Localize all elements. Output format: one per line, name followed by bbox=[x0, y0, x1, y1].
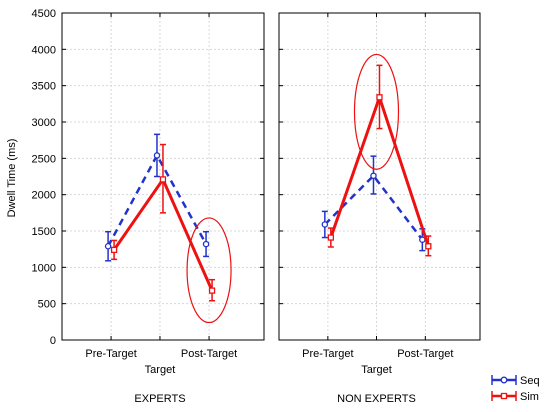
series-seq bbox=[104, 133, 210, 262]
y-tick-label: 4500 bbox=[32, 8, 56, 20]
data-point-marker bbox=[104, 243, 112, 250]
series-sim bbox=[110, 143, 216, 302]
series-line-seq bbox=[106, 152, 208, 247]
highlight-ellipse bbox=[186, 217, 232, 324]
legend-label: Seq bbox=[520, 375, 540, 387]
x-tick-label-post-target: Post-Target bbox=[397, 348, 453, 360]
data-point-marker bbox=[327, 234, 334, 241]
panel-frame bbox=[61, 12, 265, 341]
data-point-marker bbox=[370, 172, 377, 180]
legend-marker bbox=[500, 392, 508, 400]
panel-frame bbox=[278, 12, 481, 341]
legend-marker bbox=[500, 376, 508, 384]
data-point-marker bbox=[208, 287, 216, 294]
x-tick-label-post-target: Post-Target bbox=[181, 348, 237, 360]
x-axis-label: Target bbox=[361, 364, 392, 376]
highlight-ellipse bbox=[353, 53, 400, 170]
y-tick-label: 3500 bbox=[32, 81, 56, 93]
panel-experts: Pre-Target Post-Target Target EXPERTS bbox=[61, 12, 265, 405]
y-tick-label: 0 bbox=[50, 335, 56, 347]
legend-item-sim: Sim bbox=[491, 391, 539, 403]
y-tick-label: 2500 bbox=[32, 153, 56, 165]
data-point-marker bbox=[159, 176, 167, 183]
legend-label: Sim bbox=[520, 391, 539, 403]
legend: Seq Sim bbox=[491, 375, 540, 403]
y-tick-label: 1000 bbox=[32, 262, 56, 274]
y-axis-label: Dwell Time (ms) bbox=[6, 139, 18, 218]
x-tick-label-pre-target: Pre-Target bbox=[85, 348, 136, 360]
y-tick-label: 3000 bbox=[32, 117, 56, 129]
group-label: EXPERTS bbox=[134, 393, 185, 405]
data-point-marker bbox=[376, 94, 383, 101]
series-seq bbox=[321, 155, 426, 252]
y-tick-label: 1500 bbox=[32, 226, 56, 238]
x-axis-label: Target bbox=[145, 364, 176, 376]
data-point-marker bbox=[202, 240, 210, 248]
y-tick-label: 2000 bbox=[32, 190, 56, 202]
y-tick-label: 500 bbox=[38, 299, 56, 311]
y-axis-ticks: 0 500 1000 1500 2000 2500 3000 3500 4000 4500 bbox=[32, 8, 56, 347]
legend-item-seq: Seq bbox=[491, 375, 540, 387]
y-tick-label: 4000 bbox=[32, 44, 56, 56]
data-point-marker bbox=[153, 152, 161, 159]
data-point-marker bbox=[425, 243, 432, 250]
data-point-marker bbox=[321, 221, 329, 228]
series-sim bbox=[327, 64, 432, 257]
panel-non-experts: Pre-Target Post-Target Target NON EXPERTS bbox=[278, 12, 481, 405]
series-line-seq bbox=[323, 173, 424, 241]
group-label: NON EXPERTS bbox=[337, 393, 416, 405]
x-tick-label-pre-target: Pre-Target bbox=[302, 348, 353, 360]
data-point-marker bbox=[110, 246, 118, 254]
